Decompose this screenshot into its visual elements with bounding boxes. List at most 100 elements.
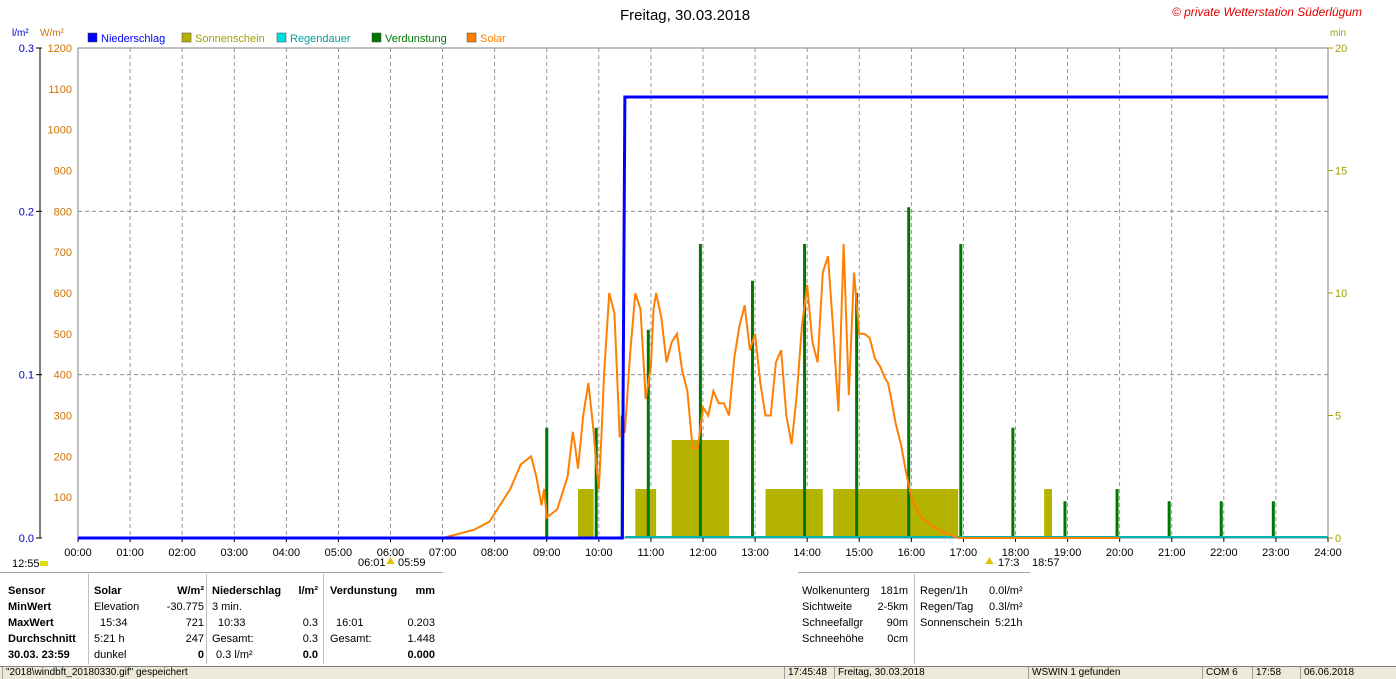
min-tick-label-2: 10 — [1335, 288, 1347, 300]
evap-bar-11 — [1063, 501, 1067, 538]
legend-swatch-0 — [87, 32, 98, 43]
evap-cur: 0.000 — [407, 649, 435, 661]
rain-1h-value: 0.0l/m² — [989, 585, 1023, 597]
evap-max-time: 16:01 — [336, 617, 364, 629]
legend-label-2: Regendauer — [290, 33, 351, 45]
snowline-value: 90m — [886, 617, 908, 629]
evap-max: 0.203 — [407, 617, 435, 629]
solar-tick-label-7: 800 — [54, 206, 72, 218]
min-tick-label-3: 15 — [1335, 166, 1347, 178]
solar-tick-label-11: 1200 — [48, 43, 72, 55]
evap-header: Verdunstung — [330, 585, 398, 597]
x-tick-label-18: 18:00 — [1002, 547, 1030, 559]
weather-chart: Freitag, 30.03.2018 © private Wetterstat… — [12, 5, 1362, 570]
x-tick-label-0: 00:00 — [64, 547, 92, 559]
min-tick-label-4: 20 — [1335, 43, 1347, 55]
evap-bar-12 — [1115, 489, 1119, 538]
rain-total-label: Gesamt: — [212, 633, 254, 645]
evap-bar-3 — [646, 329, 650, 538]
chart-title: Freitag, 30.03.2018 — [620, 7, 750, 24]
solar-cur-label: dunkel — [94, 649, 127, 661]
solar-tick-label-5: 600 — [54, 288, 72, 300]
evap-total: 1.448 — [407, 633, 435, 645]
label-avg: Durchschnitt — [8, 633, 76, 645]
rain-1h-label: Regen/1h — [920, 585, 968, 597]
label-min: MinWert — [8, 601, 52, 613]
unit-minutes: min — [1330, 28, 1346, 39]
snow-depth-value: 0cm — [887, 633, 908, 645]
legend-swatch-2 — [276, 32, 287, 43]
status-com: COM 6 — [1202, 667, 1252, 679]
label-max: MaxWert — [8, 617, 54, 629]
unit-rain: l/m² — [12, 28, 29, 39]
solar-avg: 247 — [185, 633, 204, 645]
evap-bar-14 — [1219, 501, 1223, 538]
solar-tick-label-0: 100 — [54, 492, 72, 504]
x-tick-label-15: 15:00 — [845, 547, 873, 559]
label-sensor: Sensor — [8, 585, 46, 597]
x-tick-label-22: 22:00 — [1210, 547, 1238, 559]
legend-swatch-1 — [181, 32, 192, 43]
status-time: 17:45:48 — [784, 667, 834, 679]
solar-tick-label-1: 200 — [54, 451, 72, 463]
left-time-label: 12:55 — [12, 558, 40, 570]
sun-markers — [40, 557, 994, 566]
sunshine-bar-1 — [635, 489, 657, 538]
cloud-base-label: Wolkenunterg — [802, 585, 870, 597]
legend-swatch-3 — [371, 32, 382, 43]
cloud-base-value: 181m — [880, 585, 908, 597]
solar-avg-label: 5:21 h — [94, 633, 125, 645]
weather-col: Wolkenunterg 181m Sichtweite 2-5km Schneef… — [802, 583, 908, 647]
solar-cur: 0 — [197, 649, 204, 661]
rain-day-value: 0.3l/m² — [989, 601, 1023, 613]
evap-bar-5 — [750, 280, 754, 538]
status-date: Freitag, 30.03.2018 — [834, 667, 1028, 679]
x-tick-label-21: 21:00 — [1158, 547, 1186, 559]
sunshine-bar-5 — [1044, 489, 1052, 538]
evap-bar-9 — [959, 244, 963, 538]
solar-min-label: Elevation — [94, 601, 140, 613]
rain-unit: l/m² — [298, 585, 318, 597]
stats-panel — [0, 572, 443, 666]
x-tick-label-23: 23:00 — [1262, 547, 1290, 559]
evap-col: Verdunstung mm 16:01 0.203 Gesamt: 1.448 0.… — [330, 583, 435, 663]
copyright-label: © private Wetterstation Süderlügum — [1172, 5, 1362, 19]
x-tick-label-4: 04:00 — [273, 547, 301, 559]
solar-max: 721 — [185, 617, 204, 629]
snowline-label: Schneefallgr — [802, 617, 864, 629]
evap-bar-1 — [594, 427, 598, 538]
solar-max-time: 15:34 — [100, 617, 128, 629]
x-tick-label-2: 02:00 — [168, 547, 196, 559]
rain-summary-col: Regen/1h 0.0l/m² Regen/Tag 0.3l/m² Sonnens… — [920, 583, 1024, 631]
status-file: "2018\windbft_20180330.gif" gespeichert — [2, 667, 786, 679]
solar-tick-label-3: 400 — [54, 370, 72, 382]
row-labels: Sensor MinWert MaxWert Durchschnitt 30.0… — [8, 583, 88, 663]
sunshine-bar-0 — [578, 489, 594, 538]
evap-bar-10 — [1011, 427, 1015, 538]
rain-tick-label-3: 0.3 — [19, 43, 34, 55]
x-tick-label-1: 01:00 — [116, 547, 144, 559]
rain-total: 0.3 — [302, 633, 318, 645]
snow-depth-label: Schneehöhe — [802, 633, 864, 645]
visibility-label: Sichtweite — [802, 601, 853, 613]
solar-col: Solar W/m² Elevation -30.775 15:34 721 5:21… — [94, 583, 204, 663]
evap-total-label: Gesamt: — [330, 633, 372, 645]
solar-tick-label-9: 1000 — [48, 125, 72, 137]
evap-bar-15 — [1271, 501, 1275, 538]
x-tick-label-20: 20:00 — [1106, 547, 1134, 559]
status-clock: 17:58 — [1252, 667, 1300, 679]
x-tick-label-10: 10:00 — [585, 547, 613, 559]
left-time-marker — [40, 561, 48, 566]
visibility-value: 2-5km — [877, 601, 908, 613]
solar-tick-label-10: 1100 — [48, 84, 72, 96]
status-today: 06.06.2018 — [1300, 667, 1394, 679]
rain-tick-label-2: 0.2 — [19, 206, 34, 218]
label-current: 30.03. 23:59 — [8, 649, 70, 661]
solar-series-line — [442, 243, 1120, 539]
x-tick-label-17: 17:00 — [950, 547, 978, 559]
rain-min-label: 3 min. — [212, 601, 242, 613]
rain-max-time: 10:33 — [218, 617, 246, 629]
evap-bar-7 — [855, 293, 859, 538]
legend-label-1: Sonnenschein — [195, 33, 265, 45]
sunset-marker — [985, 557, 994, 564]
